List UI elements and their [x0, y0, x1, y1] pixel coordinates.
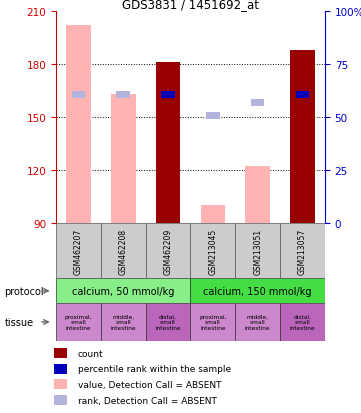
Text: distal,
small
intestine: distal, small intestine	[155, 314, 181, 330]
Bar	[191, 223, 235, 279]
Text: GSM462209: GSM462209	[164, 228, 173, 274]
Bar	[54, 379, 67, 389]
Bar	[296, 91, 309, 98]
Bar	[251, 100, 264, 107]
Bar	[101, 223, 145, 279]
Bar	[54, 349, 67, 358]
Text: value, Detection Call = ABSENT: value, Detection Call = ABSENT	[78, 380, 221, 389]
Text: GSM213057: GSM213057	[298, 228, 307, 274]
Title: GDS3831 / 1451692_at: GDS3831 / 1451692_at	[122, 0, 259, 11]
Text: proximal,
small
intestine: proximal, small intestine	[199, 314, 227, 330]
Bar	[145, 223, 191, 279]
Bar	[56, 223, 101, 279]
Bar	[280, 304, 325, 341]
Bar	[66, 26, 91, 223]
Text: distal,
small
intestine: distal, small intestine	[290, 314, 315, 330]
Text: middle,
small
intestine: middle, small intestine	[110, 314, 136, 330]
Text: percentile rank within the sample: percentile rank within the sample	[78, 364, 231, 373]
Bar	[161, 91, 175, 98]
Bar	[117, 91, 130, 98]
Text: protocol: protocol	[4, 286, 44, 296]
Text: GSM213051: GSM213051	[253, 228, 262, 274]
Bar	[71, 91, 85, 98]
Bar	[111, 95, 135, 223]
Bar	[290, 51, 315, 223]
Bar	[145, 304, 191, 341]
Bar	[101, 304, 145, 341]
Bar	[191, 279, 325, 304]
Text: middle,
small
intestine: middle, small intestine	[245, 314, 270, 330]
Text: GSM213045: GSM213045	[208, 228, 217, 274]
Bar	[156, 63, 180, 223]
Text: GSM462207: GSM462207	[74, 228, 83, 274]
Text: calcium, 50 mmol/kg: calcium, 50 mmol/kg	[72, 286, 174, 296]
Text: rank, Detection Call = ABSENT: rank, Detection Call = ABSENT	[78, 396, 217, 405]
Text: calcium, 150 mmol/kg: calcium, 150 mmol/kg	[203, 286, 312, 296]
Bar	[191, 304, 235, 341]
Bar	[56, 304, 101, 341]
Bar	[200, 206, 225, 223]
Bar	[280, 223, 325, 279]
Bar	[54, 364, 67, 374]
Bar	[206, 112, 219, 119]
Bar	[235, 304, 280, 341]
Text: count: count	[78, 349, 103, 358]
Text: tissue: tissue	[4, 317, 34, 327]
Text: GSM462208: GSM462208	[119, 228, 128, 274]
Text: proximal,
small
intestine: proximal, small intestine	[65, 314, 92, 330]
Bar	[56, 279, 191, 304]
Bar	[245, 167, 270, 223]
Bar	[235, 223, 280, 279]
Bar	[54, 396, 67, 405]
